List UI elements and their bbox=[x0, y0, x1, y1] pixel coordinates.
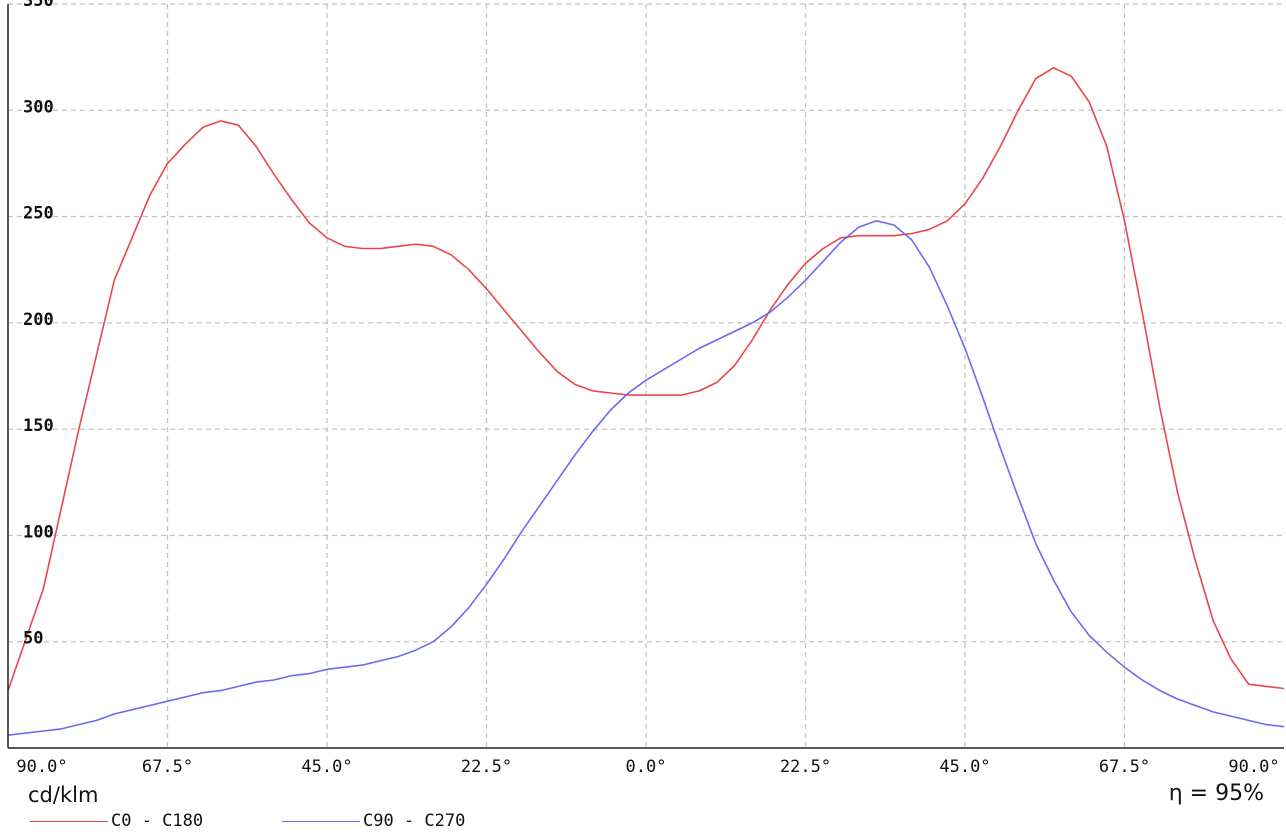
series-lines bbox=[7, 67, 1285, 736]
y-tick-label-1: 100 bbox=[23, 522, 54, 542]
y-tick-labels: 50 100 150 200 250 300 350 bbox=[23, 0, 54, 649]
x-tick-label-1: 67.5° bbox=[142, 757, 193, 777]
legend-swatch-c90-c270 bbox=[282, 820, 360, 822]
legend-item-c90-c270: C90 - C270 bbox=[282, 808, 465, 834]
legend: C0 - C180 C90 - C270 bbox=[0, 808, 1286, 834]
grid bbox=[8, 3, 1284, 748]
x-tick-label-6: 45.0° bbox=[939, 757, 990, 777]
x-tick-label-0: 90.0° bbox=[16, 757, 67, 777]
y-axis-unit-label: cd/klm bbox=[28, 783, 99, 807]
series-line-0 bbox=[7, 67, 1285, 691]
x-tick-label-2: 45.0° bbox=[301, 757, 352, 777]
legend-swatch-c0-c180 bbox=[30, 820, 108, 822]
efficiency-annotation: η = 95% bbox=[1168, 781, 1264, 806]
x-tick-label-3: 22.5° bbox=[461, 757, 512, 777]
y-tick-label-4: 250 bbox=[23, 204, 54, 224]
x-tick-label-5: 22.5° bbox=[780, 757, 831, 777]
y-tick-label-3: 200 bbox=[23, 310, 54, 330]
y-tick-label-5: 300 bbox=[23, 97, 54, 117]
legend-label-c90-c270: C90 - C270 bbox=[363, 811, 466, 831]
axes bbox=[7, 4, 1284, 749]
legend-item-c0-c180: C0 - C180 bbox=[30, 808, 203, 834]
series-line-1 bbox=[7, 220, 1285, 736]
x-tick-label-7: 67.5° bbox=[1099, 757, 1150, 777]
x-tick-label-4: 0.0° bbox=[626, 757, 667, 777]
y-tick-label-6: 350 bbox=[23, 0, 54, 11]
x-tick-labels: 90.0° 67.5° 45.0° 22.5° 0.0° 22.5° 45.0° 67.5° 9… bbox=[16, 757, 1279, 777]
x-tick-label-8: 90.0° bbox=[1228, 757, 1279, 777]
legend-label-c0-c180: C0 - C180 bbox=[111, 811, 204, 831]
y-tick-label-2: 150 bbox=[23, 416, 54, 436]
y-tick-label-0: 50 bbox=[23, 629, 43, 649]
